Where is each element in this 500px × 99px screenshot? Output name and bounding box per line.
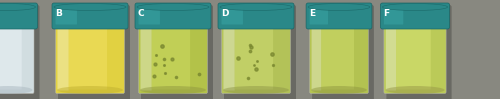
Text: F: F [384,9,390,18]
Ellipse shape [0,3,36,10]
Ellipse shape [223,86,289,94]
FancyBboxPatch shape [218,3,294,29]
FancyBboxPatch shape [0,5,40,99]
Ellipse shape [308,3,370,10]
FancyBboxPatch shape [52,3,128,29]
FancyBboxPatch shape [312,23,322,90]
FancyBboxPatch shape [386,5,452,99]
FancyBboxPatch shape [56,20,124,93]
FancyBboxPatch shape [222,7,243,24]
FancyBboxPatch shape [0,20,34,93]
FancyBboxPatch shape [0,3,38,29]
FancyBboxPatch shape [0,24,22,89]
FancyBboxPatch shape [56,7,77,24]
FancyBboxPatch shape [58,5,130,99]
FancyBboxPatch shape [224,5,296,99]
Ellipse shape [386,86,444,94]
FancyBboxPatch shape [58,23,68,90]
FancyBboxPatch shape [234,24,273,89]
FancyBboxPatch shape [222,20,290,93]
FancyBboxPatch shape [310,20,368,93]
Ellipse shape [311,86,367,94]
Ellipse shape [220,3,292,10]
Ellipse shape [57,86,123,94]
Text: D: D [221,9,228,18]
FancyBboxPatch shape [140,23,151,90]
FancyBboxPatch shape [141,5,213,99]
FancyBboxPatch shape [396,24,430,89]
FancyBboxPatch shape [138,7,160,24]
Ellipse shape [0,86,32,94]
Ellipse shape [382,3,448,10]
FancyBboxPatch shape [138,20,207,93]
Ellipse shape [140,86,206,94]
FancyBboxPatch shape [384,20,446,93]
Text: E: E [309,9,315,18]
FancyBboxPatch shape [224,23,234,90]
FancyBboxPatch shape [152,24,190,89]
FancyBboxPatch shape [380,3,450,29]
Text: C: C [138,9,144,18]
FancyBboxPatch shape [306,3,372,29]
Ellipse shape [137,3,209,10]
FancyBboxPatch shape [384,7,404,24]
FancyBboxPatch shape [386,23,396,90]
Ellipse shape [54,3,126,10]
FancyBboxPatch shape [68,24,107,89]
FancyBboxPatch shape [135,3,211,29]
FancyBboxPatch shape [312,5,374,99]
FancyBboxPatch shape [310,7,328,24]
FancyBboxPatch shape [322,24,354,89]
Text: B: B [55,9,62,18]
